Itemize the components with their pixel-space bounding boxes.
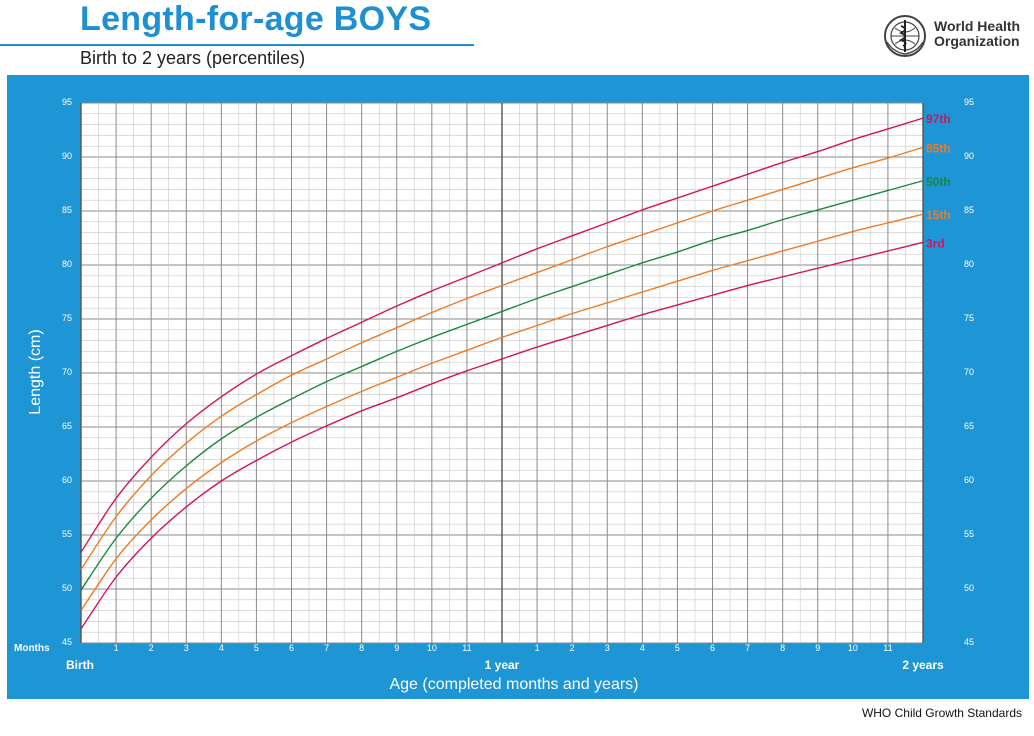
x-tick-label: 5	[675, 643, 680, 653]
x-tick-label: 2	[570, 643, 575, 653]
y-tick-label: 55	[964, 529, 974, 539]
y-axis-right: 45 50 55 60 65 70 75 80 85 90 95	[964, 97, 974, 647]
footer-note: WHO Child Growth Standards	[861, 706, 1022, 720]
y-tick-label: 90	[964, 151, 974, 161]
curve-50th	[80, 180, 924, 591]
title-rule	[0, 44, 474, 46]
chart-subtitle: Birth to 2 years (percentiles)	[80, 48, 306, 68]
x-unit-label: Months	[14, 643, 50, 654]
y-tick-label: 65	[62, 421, 72, 431]
x-major-label: 1 year	[485, 658, 520, 672]
x-major-label: Birth	[66, 658, 94, 672]
x-tick-label: 9	[815, 643, 820, 653]
curve-97th	[80, 117, 924, 553]
x-tick-label: 9	[394, 643, 399, 653]
x-tick-label: 7	[745, 643, 750, 653]
x-tick-label: 8	[780, 643, 785, 653]
y-tick-label: 50	[62, 583, 72, 593]
x-tick-label: 8	[359, 643, 364, 653]
y-tick-label: 45	[62, 637, 72, 647]
percentile-curves	[80, 117, 924, 630]
x-tick-label: 1	[535, 643, 540, 653]
x-tick-label: 10	[848, 643, 858, 653]
series-label-3rd: 3rd	[926, 236, 945, 250]
y-tick-label: 75	[62, 313, 72, 323]
x-tick-label: 7	[324, 643, 329, 653]
series-labels: 97th 85th 50th 15th 3rd	[926, 112, 951, 250]
x-tick-label: 3	[184, 643, 189, 653]
y-tick-label: 60	[62, 475, 72, 485]
series-label-97th: 97th	[926, 112, 951, 126]
y-tick-label: 85	[964, 205, 974, 215]
y-tick-label: 80	[964, 259, 974, 269]
y-tick-label: 75	[964, 313, 974, 323]
curve-15th	[80, 213, 924, 611]
x-tick-label: 4	[640, 643, 645, 653]
x-tick-label: 10	[427, 643, 437, 653]
x-tick-label: 1	[114, 643, 119, 653]
series-label-15th: 15th	[926, 208, 951, 222]
grid-lines	[80, 102, 924, 644]
x-tick-label: 4	[219, 643, 224, 653]
y-tick-label: 55	[62, 529, 72, 539]
x-tick-label: 11	[883, 643, 892, 653]
y-tick-label: 95	[62, 97, 72, 107]
curve-3rd	[80, 241, 924, 630]
who-emblem-icon	[884, 15, 926, 57]
y-tick-label: 65	[964, 421, 974, 431]
x-axis-title: Age (completed months and years)	[389, 676, 638, 693]
y-axis-left: 45 50 55 60 65 70 75 80 85 90 95	[62, 97, 72, 647]
who-name-line2: Organization	[934, 33, 1020, 49]
x-tick-label: 11	[462, 643, 471, 653]
x-tick-label: 2	[149, 643, 154, 653]
y-tick-label: 80	[62, 259, 72, 269]
y-tick-label: 60	[964, 475, 974, 485]
x-tick-label: 5	[254, 643, 259, 653]
series-label-85th: 85th	[926, 141, 951, 155]
series-label-50th: 50th	[926, 175, 951, 189]
x-tick-label: 3	[605, 643, 610, 653]
who-name: World Health Organization	[934, 19, 1020, 49]
x-major-label: 2 years	[902, 658, 944, 672]
y-tick-label: 45	[964, 637, 974, 647]
y-tick-label: 90	[62, 151, 72, 161]
curve-85th	[80, 146, 924, 570]
y-tick-label: 50	[964, 583, 974, 593]
x-tick-label: 6	[289, 643, 294, 653]
chart-title: Length-for-age BOYS	[80, 0, 432, 38]
y-axis-title: Length (cm)	[27, 329, 44, 414]
y-tick-label: 70	[964, 367, 974, 377]
y-tick-label: 70	[62, 367, 72, 377]
who-name-line1: World Health	[934, 18, 1021, 34]
y-tick-label: 85	[62, 205, 72, 215]
y-tick-label: 95	[964, 97, 974, 107]
x-tick-label: 6	[710, 643, 715, 653]
